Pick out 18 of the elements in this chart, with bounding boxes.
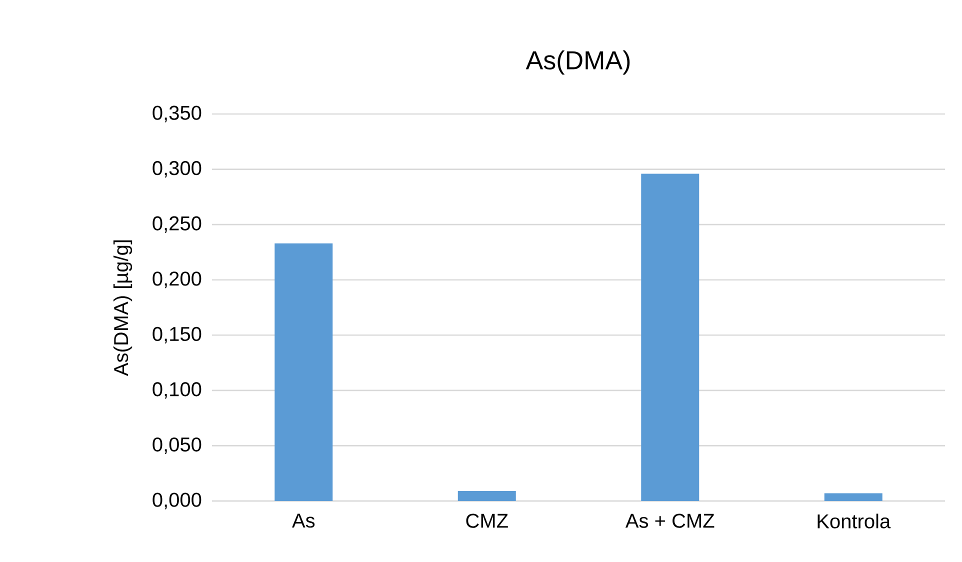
y-tick-label: 0,000 — [152, 492, 202, 510]
x-tick-label: As + CMZ — [625, 514, 714, 528]
y-tick-label: 0,050 — [152, 437, 202, 454]
y-axis-title: As(DMA) [µg/g] — [113, 240, 132, 376]
y-tick-label: 0,150 — [152, 326, 202, 344]
y-tick-label: 0,250 — [152, 216, 202, 233]
y-tick-label: 0,300 — [152, 161, 202, 178]
x-tick-label: As — [292, 514, 315, 528]
chart-title: As(DMA) — [526, 50, 630, 75]
bar — [824, 493, 882, 501]
x-tick-label: Kontrola — [818, 514, 891, 528]
y-tick-label: 0,200 — [152, 272, 202, 288]
bar — [641, 174, 700, 501]
y-tick-label: 0,350 — [152, 106, 202, 122]
bar — [274, 243, 333, 501]
x-tick-label: CMZ — [466, 514, 508, 528]
y-tick-label: 0,100 — [152, 382, 202, 399]
bar — [458, 491, 516, 501]
